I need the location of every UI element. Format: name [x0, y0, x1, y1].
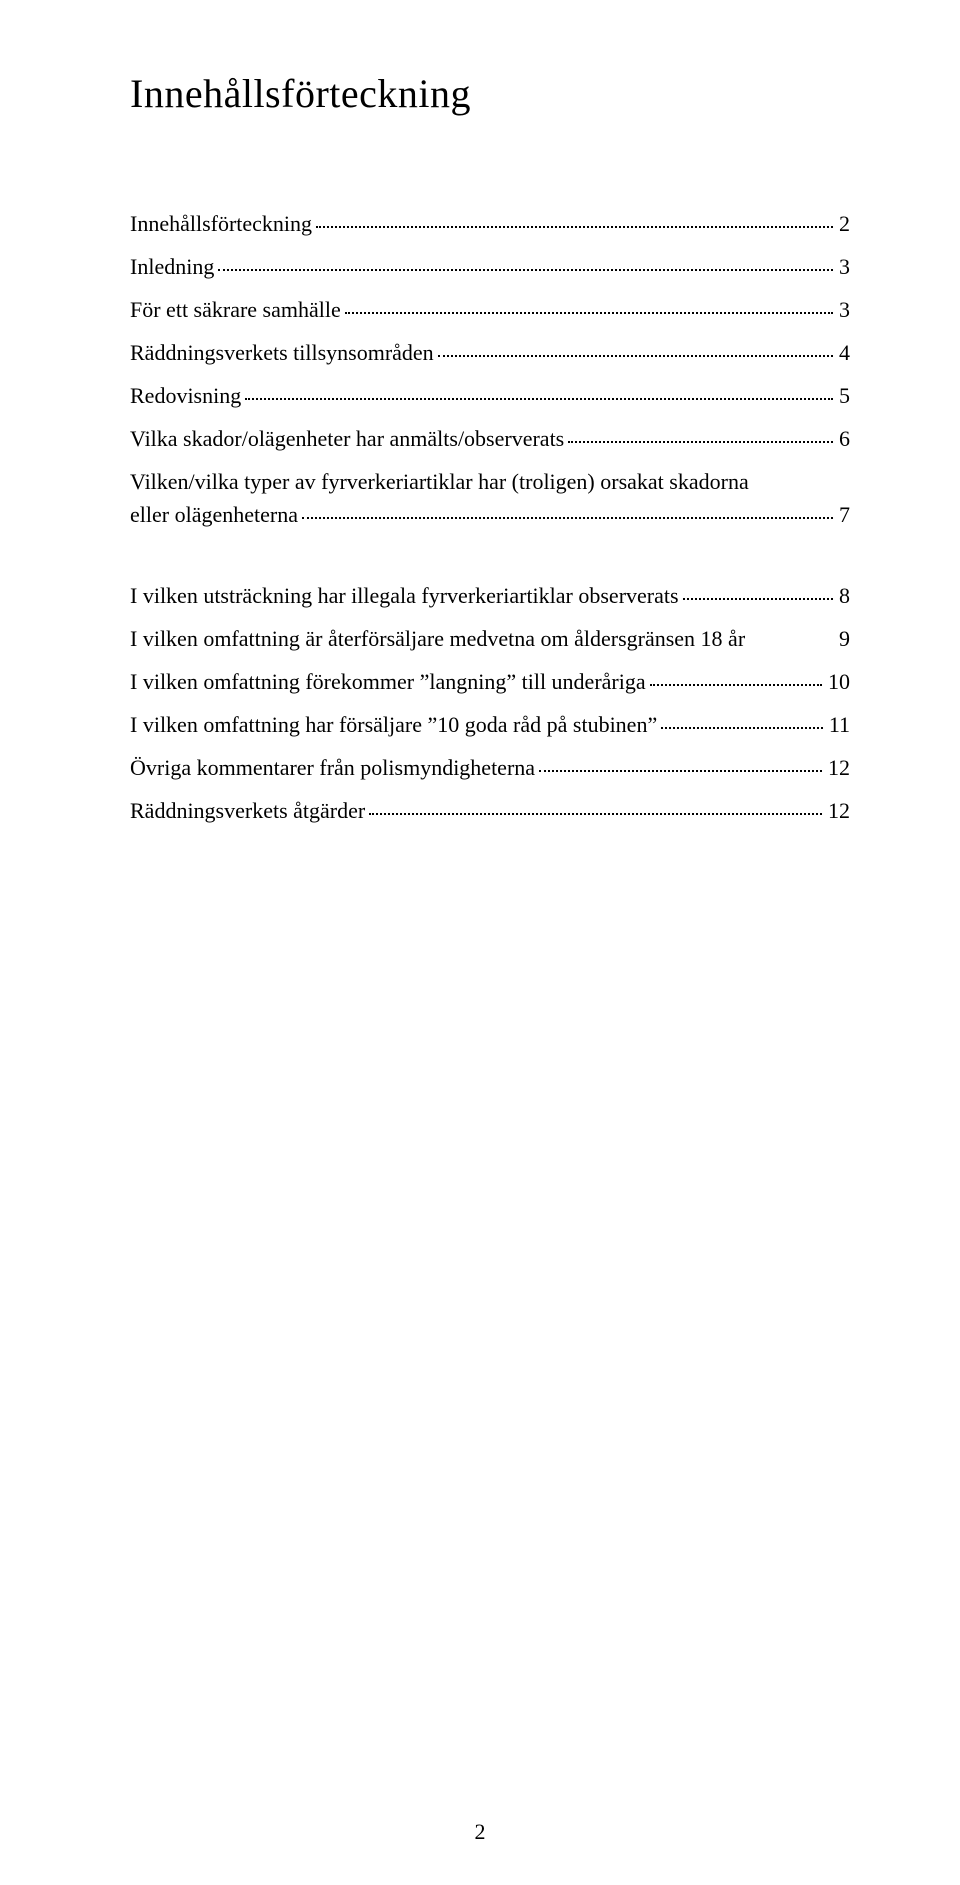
toc-page: 4 [839, 336, 850, 369]
toc-entry: I vilken omfattning har försäljare ”10 g… [130, 708, 850, 741]
toc-leader-dots [218, 269, 833, 271]
toc-entry: Vilka skador/olägenheter har anmälts/obs… [130, 422, 850, 455]
toc-entry: Redovisning 5 [130, 379, 850, 412]
toc-leader-dots [302, 517, 833, 519]
toc-leader-dots [369, 813, 822, 815]
toc-leader-dots [316, 226, 833, 228]
toc-page: 12 [828, 794, 850, 827]
toc-label: Räddningsverkets åtgärder [130, 794, 365, 827]
toc-label: I vilken utsträckning har illegala fyrve… [130, 579, 679, 612]
toc-page: 7 [839, 498, 850, 531]
toc-page: 12 [828, 751, 850, 784]
toc-label: I vilken omfattning har försäljare ”10 g… [130, 708, 657, 741]
toc-entry: Vilken/vilka typer av fyrverkeriartiklar… [130, 465, 850, 531]
toc-entry: I vilken omfattning förekommer ”langning… [130, 665, 850, 698]
toc-label: Vilka skador/olägenheter har anmälts/obs… [130, 422, 564, 455]
toc-entry: Räddningsverkets tillsynsområden 4 [130, 336, 850, 369]
page-number: 2 [0, 1819, 960, 1845]
page-title: Innehållsförteckning [130, 70, 850, 117]
toc-label: Vilken/vilka typer av fyrverkeriartiklar… [130, 465, 850, 498]
toc-page: 5 [839, 379, 850, 412]
toc-leader-dots [438, 355, 833, 357]
toc-label: Redovisning [130, 379, 241, 412]
toc-entry: Räddningsverkets åtgärder 12 [130, 794, 850, 827]
toc-leader-dots [683, 598, 833, 600]
toc-leader-dots [568, 441, 833, 443]
toc-entry: Innehållsförteckning 2 [130, 207, 850, 240]
toc-label: Innehållsförteckning [130, 207, 312, 240]
toc-leader-dots [650, 684, 822, 686]
toc-label: I vilken omfattning förekommer ”langning… [130, 665, 646, 698]
toc-page: 8 [839, 579, 850, 612]
toc-entry: I vilken utsträckning har illegala fyrve… [130, 579, 850, 612]
toc-entry: Övriga kommentarer från polismyndigheter… [130, 751, 850, 784]
toc-page: 2 [839, 207, 850, 240]
toc-label: Räddningsverkets tillsynsområden [130, 336, 434, 369]
toc-leader-dots [345, 312, 833, 314]
toc-entry: I vilken omfattning är återförsäljare me… [130, 622, 850, 655]
toc-page: 3 [839, 250, 850, 283]
toc-label: eller olägenheterna [130, 498, 298, 531]
toc-page: 11 [829, 708, 850, 741]
toc-page: 10 [828, 665, 850, 698]
toc-leader-dots [661, 727, 823, 729]
toc-page: 6 [839, 422, 850, 455]
toc-entry: Inledning 3 [130, 250, 850, 283]
toc-label: Inledning [130, 250, 214, 283]
toc-leader-dots [245, 398, 833, 400]
toc-label: Övriga kommentarer från polismyndigheter… [130, 751, 535, 784]
toc-label: För ett säkrare samhälle [130, 293, 341, 326]
toc-label: I vilken omfattning är återförsäljare me… [130, 622, 833, 655]
toc-page: 3 [839, 293, 850, 326]
toc-page: 9 [839, 622, 850, 655]
toc-leader-dots [539, 770, 822, 772]
table-of-contents: Innehållsförteckning2Inledning3För ett s… [130, 207, 850, 827]
toc-entry: För ett säkrare samhälle 3 [130, 293, 850, 326]
